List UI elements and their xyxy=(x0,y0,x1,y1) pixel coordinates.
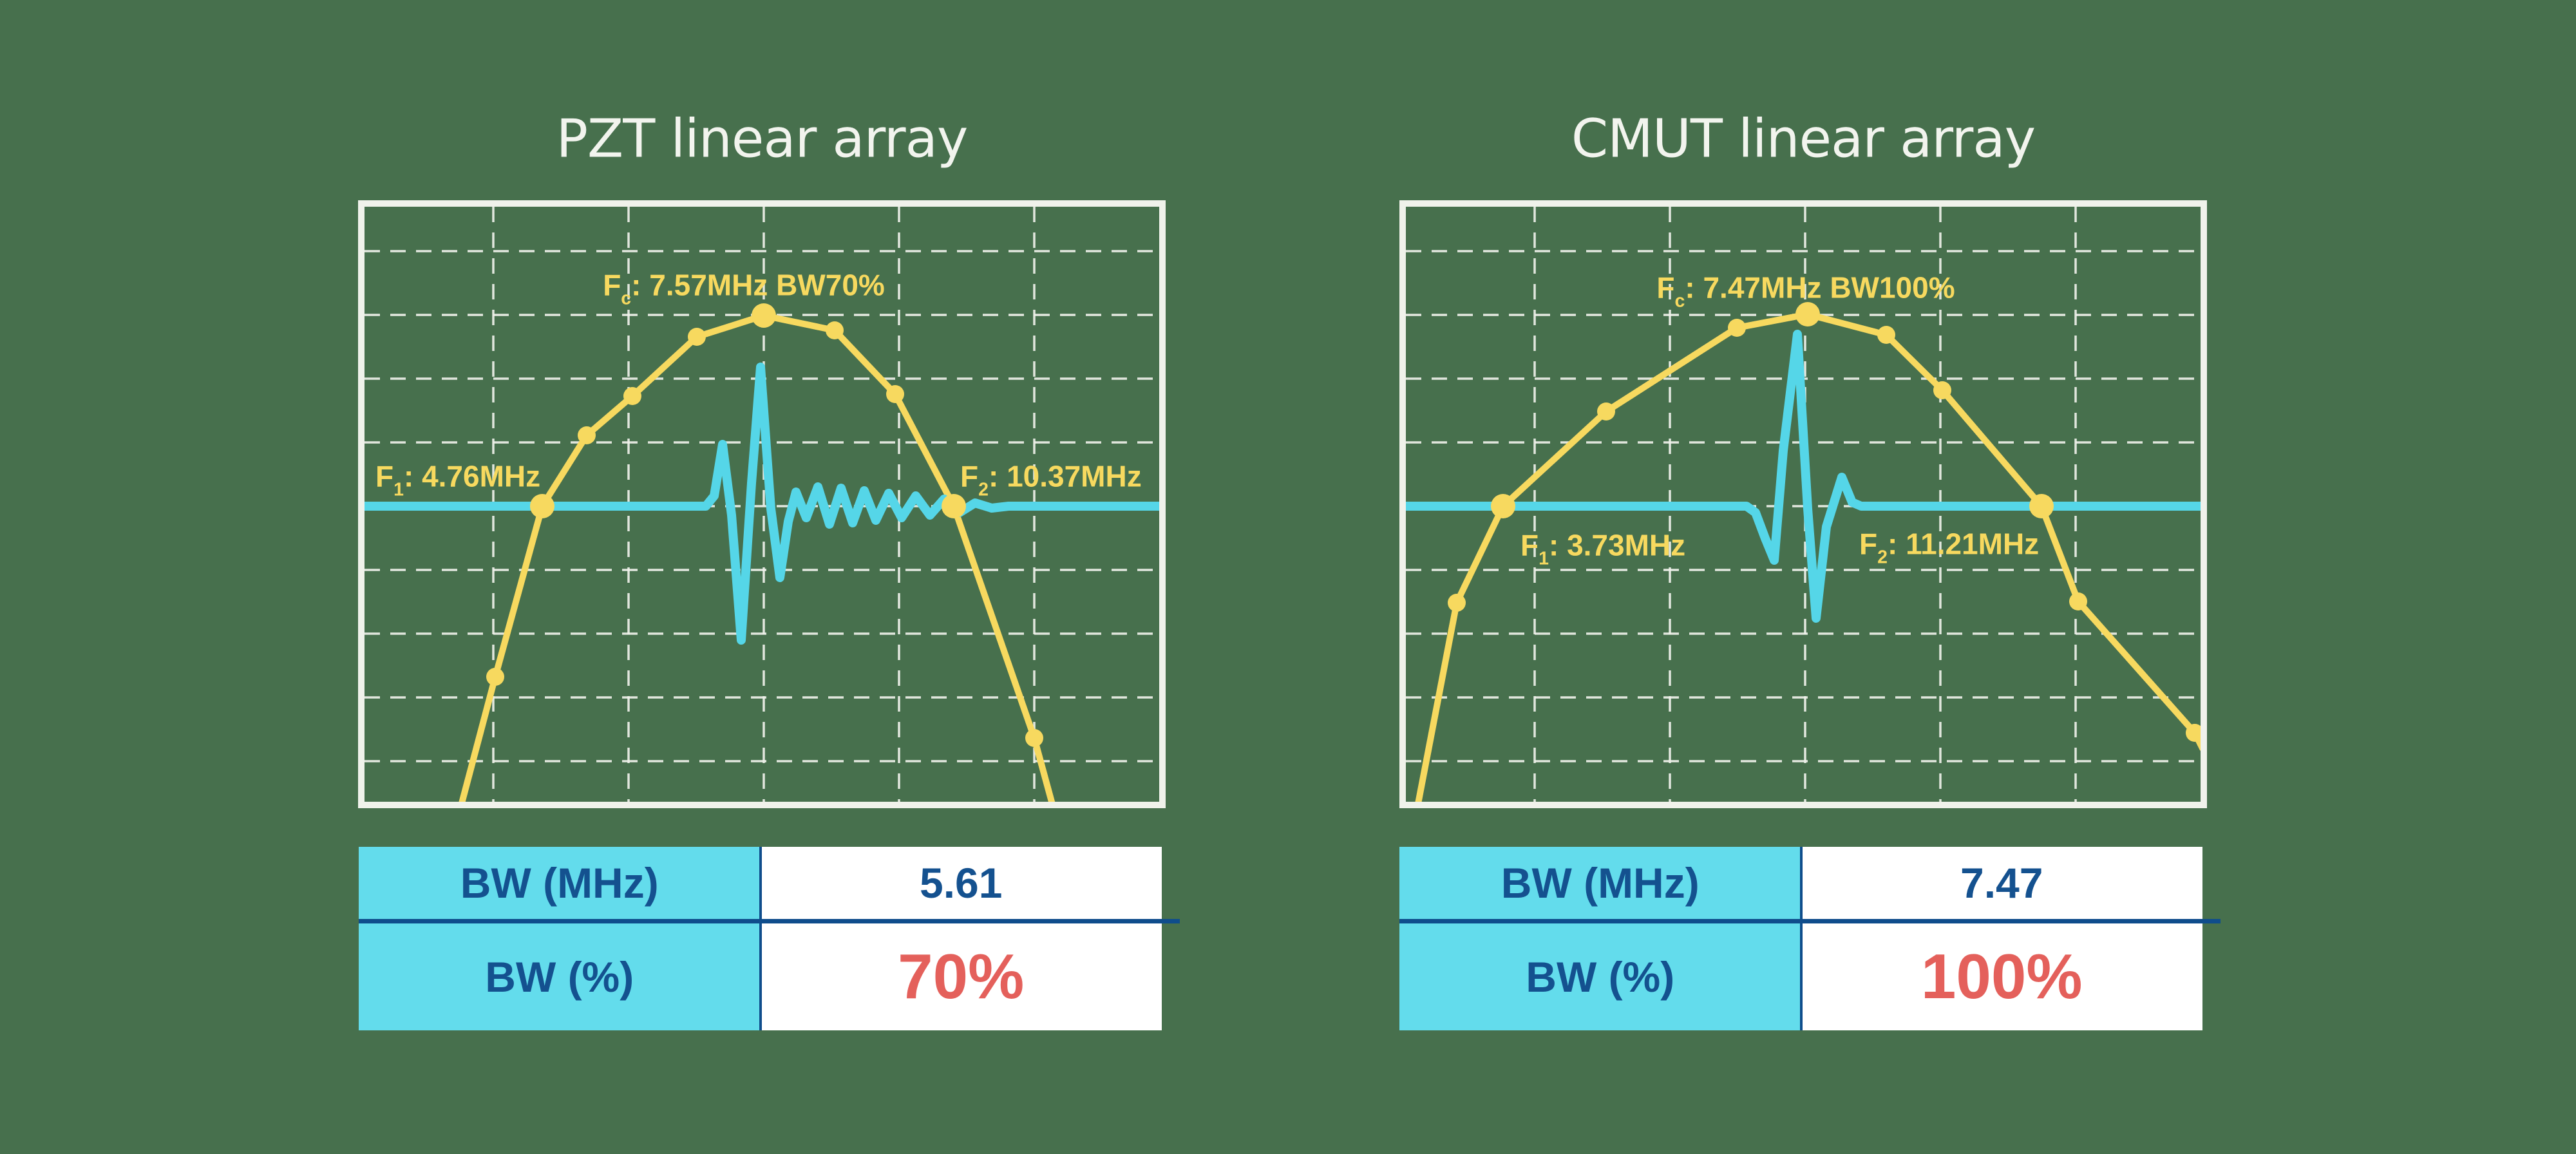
f2-label-text: : 11.21MHz xyxy=(1887,527,2040,561)
fc-label-text: : 7.47MHz BW100% xyxy=(1685,270,1955,305)
table-row: BW (MHz) 5.61 xyxy=(359,847,1162,919)
pzt-spectrum-chart xyxy=(358,200,1166,808)
f2-label-f: F xyxy=(1859,527,1878,561)
bw-pct-value-cell: 70% xyxy=(760,923,1162,1030)
pulse-waveform xyxy=(1401,330,2205,623)
pzt-f1-annotation: F1: 4.76MHz xyxy=(375,459,540,500)
table-row: BW (%) 100% xyxy=(1399,923,2202,1030)
table-row: BW (MHz) 7.47 xyxy=(1399,847,2202,919)
data-point-dot xyxy=(1448,594,1466,612)
pulse-waveform xyxy=(360,363,1164,645)
f1-label-text: : 4.76MHz xyxy=(403,459,541,493)
bw-pct-label-cell: BW (%) xyxy=(359,923,761,1030)
pzt-f2-annotation: F2: 10.37MHz xyxy=(960,459,1142,500)
bw-pct-value-cell: 100% xyxy=(1801,923,2202,1030)
data-point-dot xyxy=(1728,319,1746,337)
data-point-dot xyxy=(688,328,706,346)
bw-pct-label-cell: BW (%) xyxy=(1399,923,1801,1030)
key-frequency-dot xyxy=(942,494,966,518)
f1-label-sub: 1 xyxy=(1539,548,1549,569)
fc-label-sub: c xyxy=(1674,290,1685,312)
cmut-f1-annotation: F1: 3.73MHz xyxy=(1520,527,1685,569)
bw-mhz-label-cell: BW (MHz) xyxy=(1399,847,1801,919)
f2-label-f: F xyxy=(960,459,979,493)
data-point-dot xyxy=(578,426,596,444)
f1-label-f: F xyxy=(375,459,394,493)
data-point-dot xyxy=(2186,724,2204,742)
key-frequency-dot xyxy=(530,494,554,518)
spectrum-curve xyxy=(457,312,1057,808)
pzt-fc-annotation: Fc: 7.57MHz BW70% xyxy=(603,267,885,309)
fc-label-sub: c xyxy=(621,288,632,309)
pzt-panel-title: PZT linear array xyxy=(556,108,969,170)
fc-label-text: : 7.57MHz BW70% xyxy=(631,268,885,302)
fc-label-f: F xyxy=(603,268,621,302)
data-point-dot xyxy=(2069,592,2087,610)
key-frequency-dot xyxy=(752,303,776,328)
data-point-dot xyxy=(1025,729,1043,747)
data-point-dot xyxy=(1877,326,1895,344)
f2-label-sub: 2 xyxy=(978,479,989,500)
data-point-dot xyxy=(623,387,641,405)
bw-mhz-value-cell: 5.61 xyxy=(760,847,1162,919)
data-point-dot xyxy=(886,385,904,403)
key-frequency-dot xyxy=(1491,494,1515,518)
key-frequency-dot xyxy=(2029,494,2054,518)
bw-mhz-value-cell: 7.47 xyxy=(1801,847,2202,919)
data-point-dot xyxy=(1933,381,1951,399)
chart-border xyxy=(358,200,1166,808)
table-row-divider xyxy=(1399,919,2221,923)
bw-mhz-label-cell: BW (MHz) xyxy=(359,847,761,919)
cmut-bandwidth-table: BW (MHz) 7.47 BW (%) 100% xyxy=(1399,847,2221,1030)
f2-label-sub: 2 xyxy=(1877,547,1888,568)
f2-label-text: : 10.37MHz xyxy=(988,459,1142,493)
cmut-spectrum-chart xyxy=(1399,200,2207,808)
chart-border xyxy=(1399,200,2207,808)
spectrum-curve xyxy=(1414,311,2206,808)
data-point-dot xyxy=(1597,402,1615,421)
data-point-dot xyxy=(486,668,504,686)
table-row: BW (%) 70% xyxy=(359,923,1162,1030)
fc-label-f: F xyxy=(1656,270,1675,305)
cmut-f2-annotation: F2: 11.21MHz xyxy=(1859,526,2039,568)
f1-label-text: : 3.73MHz xyxy=(1548,528,1686,562)
table-column-divider xyxy=(1799,847,1803,1030)
f1-label-f: F xyxy=(1520,528,1539,562)
pzt-bandwidth-table: BW (MHz) 5.61 BW (%) 70% xyxy=(359,847,1180,1030)
cmut-panel-title: CMUT linear array xyxy=(1571,108,2036,170)
data-point-dot xyxy=(826,321,844,339)
table-column-divider xyxy=(759,847,762,1030)
cmut-fc-annotation: Fc: 7.47MHz BW100% xyxy=(1656,270,1955,312)
table-row-divider xyxy=(359,919,1180,923)
key-frequency-dot xyxy=(1795,302,1820,326)
f1-label-sub: 1 xyxy=(393,479,404,500)
